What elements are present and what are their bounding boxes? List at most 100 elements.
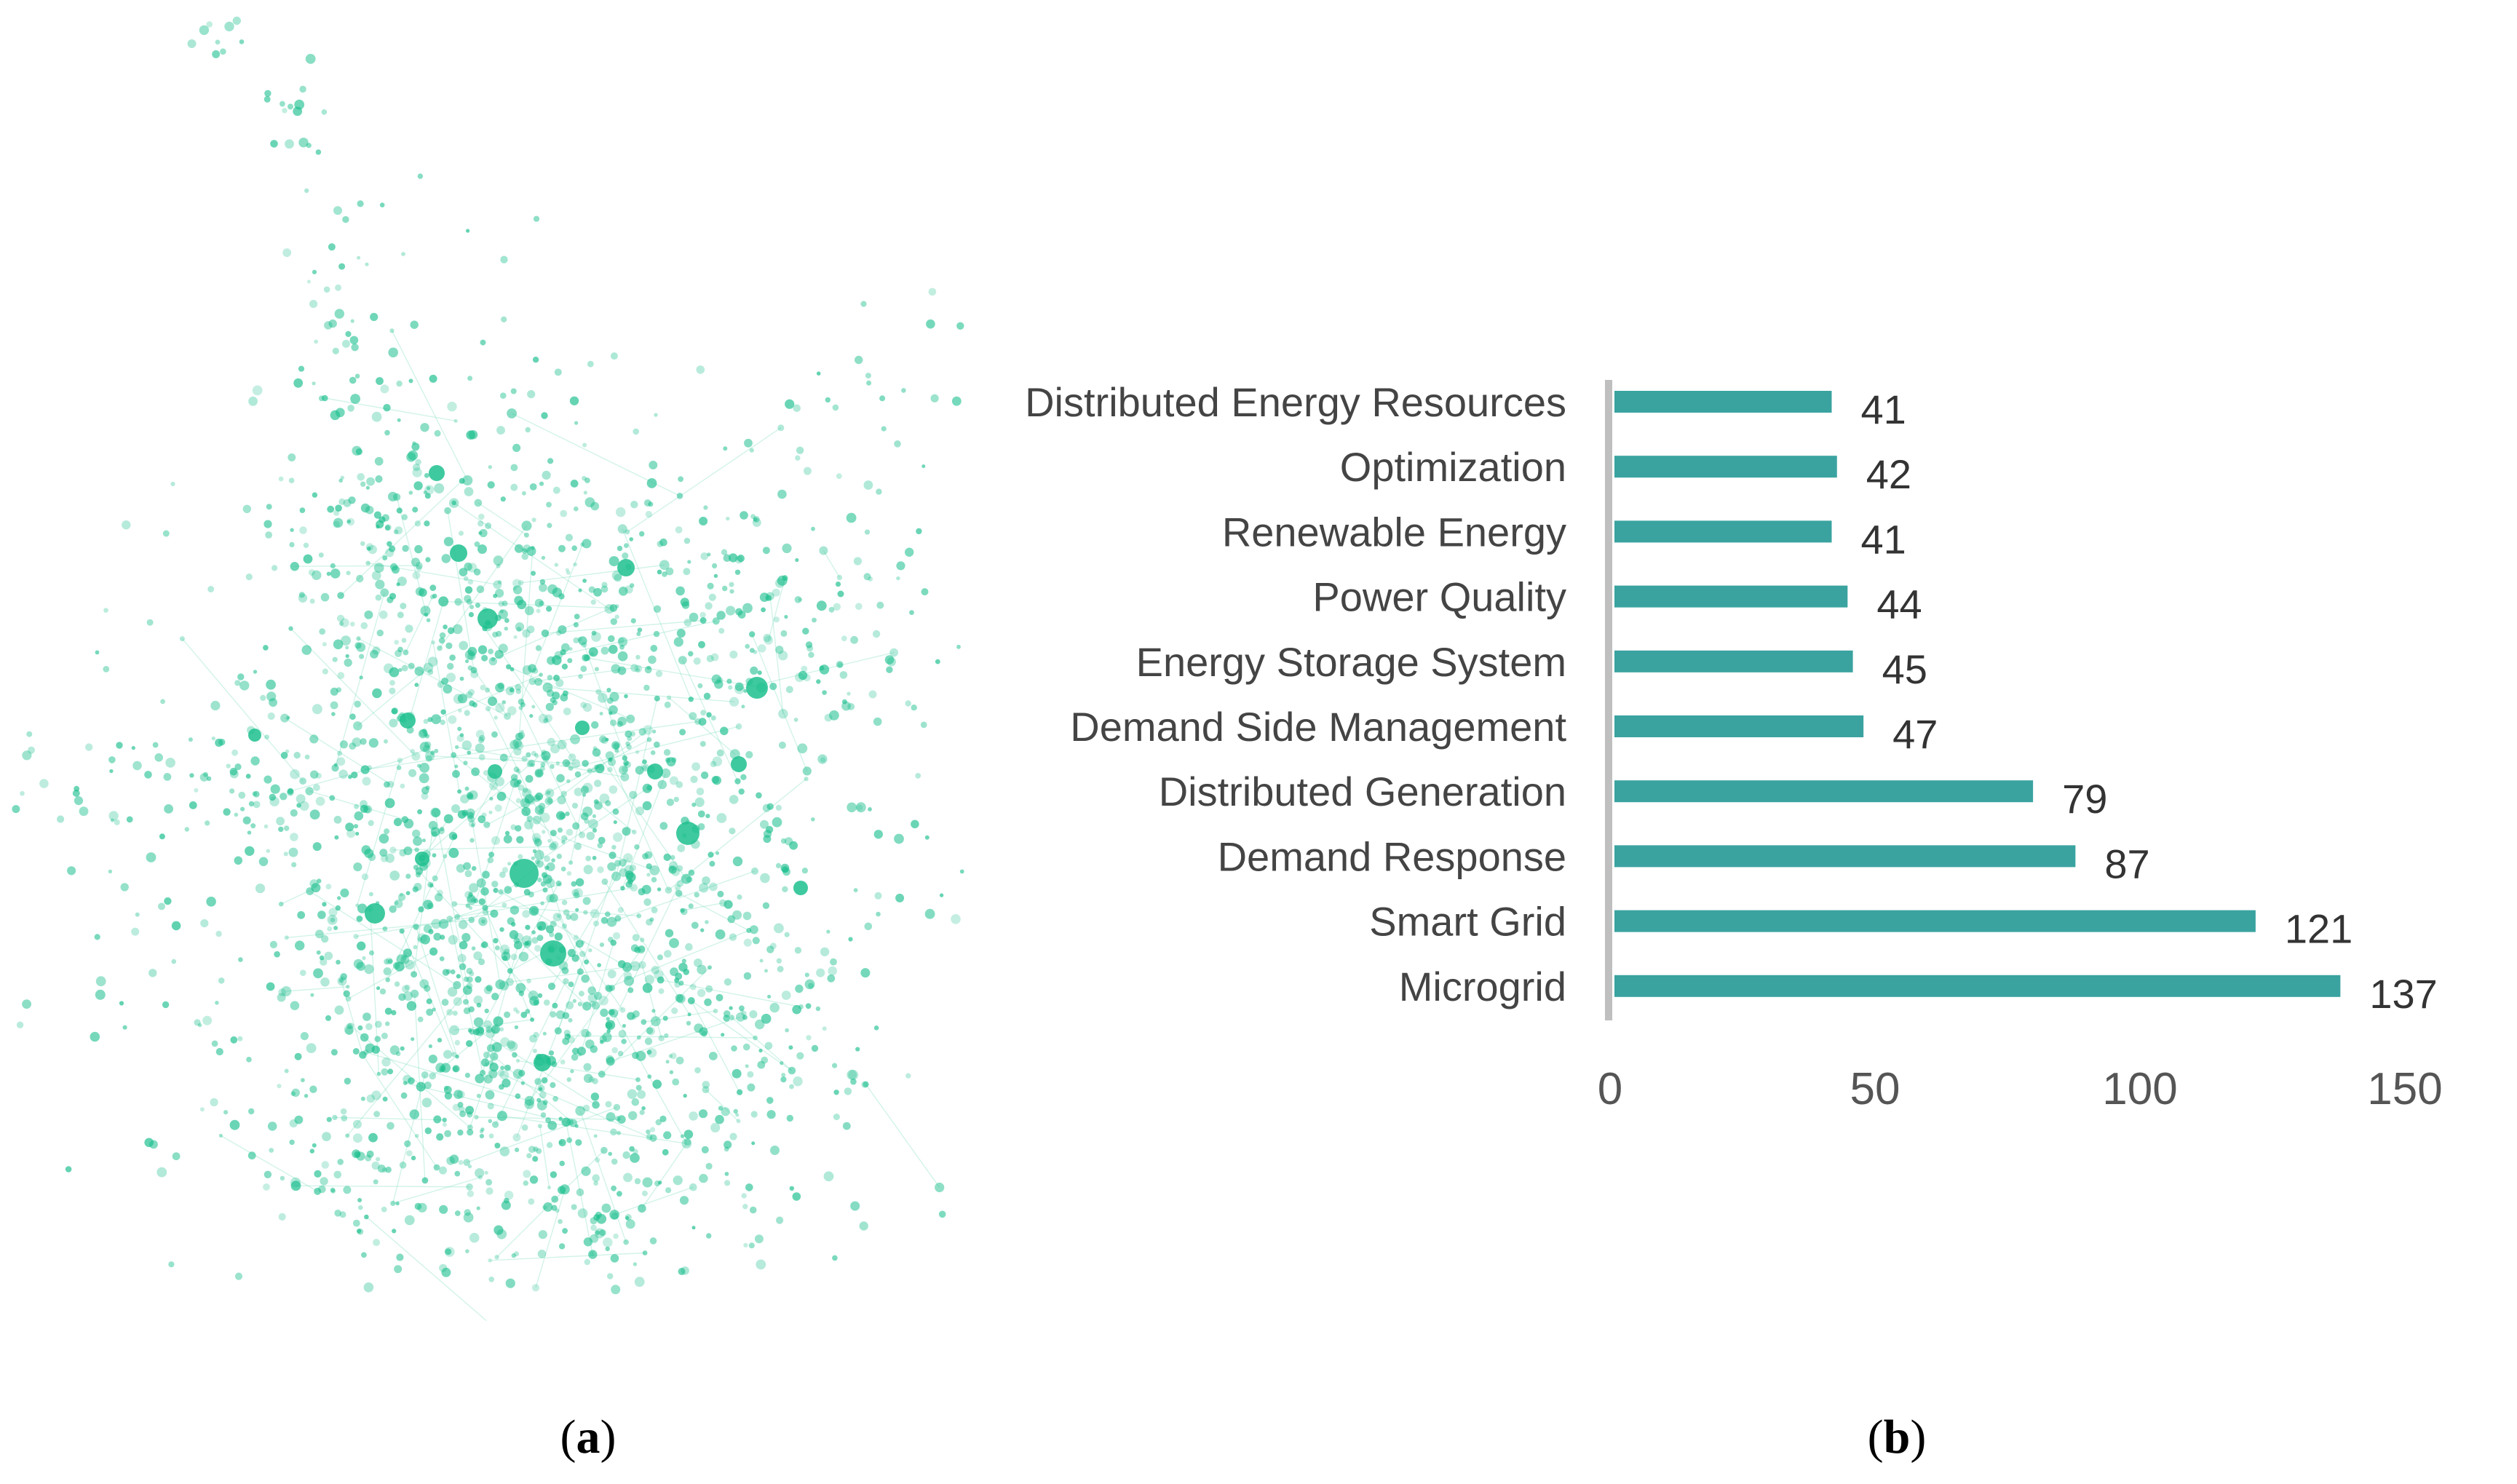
- network-node: [598, 693, 608, 703]
- network-node: [126, 816, 133, 823]
- network-node: [513, 766, 520, 773]
- network-node: [653, 605, 662, 613]
- network-edge: [365, 1052, 530, 1102]
- network-node: [337, 896, 341, 900]
- network-node: [710, 1122, 721, 1132]
- network-node: [734, 555, 743, 564]
- category-label: Demand Response: [1218, 833, 1566, 879]
- network-node: [646, 1027, 656, 1036]
- network-node: [609, 604, 618, 612]
- network-node: [389, 667, 400, 678]
- network-node: [749, 1206, 757, 1214]
- network-node: [777, 424, 785, 432]
- network-node: [847, 691, 851, 696]
- network-node: [426, 998, 432, 1004]
- network-node: [234, 763, 242, 771]
- network-node: [269, 1148, 274, 1153]
- network-node: [478, 916, 488, 926]
- network-node: [592, 1174, 600, 1182]
- network-edge: [449, 918, 483, 1074]
- network-node: [493, 580, 502, 590]
- network-node: [248, 1108, 255, 1115]
- network-node: [412, 463, 421, 472]
- network-node: [855, 603, 863, 610]
- network-node: [325, 884, 332, 889]
- network-node: [414, 544, 423, 554]
- network-node: [591, 1001, 600, 1010]
- network-node: [526, 761, 533, 768]
- network-node: [764, 969, 768, 973]
- network-node: [635, 667, 641, 672]
- network-node: [401, 985, 410, 993]
- network-node: [544, 855, 550, 862]
- network-node: [399, 928, 405, 934]
- network-node: [416, 933, 427, 943]
- network-node: [401, 514, 408, 520]
- network-node: [442, 969, 450, 976]
- network-node: [571, 802, 579, 809]
- network-edge: [484, 628, 573, 758]
- network-node: [630, 864, 637, 871]
- network-edge: [181, 638, 304, 782]
- network-node: [750, 1111, 758, 1118]
- network-node: [607, 969, 617, 979]
- network-node: [723, 554, 732, 562]
- network-node: [623, 1172, 633, 1183]
- network-node: [492, 1121, 499, 1128]
- network-node: [657, 887, 662, 892]
- network-node: [620, 772, 630, 782]
- network-node: [515, 1058, 520, 1063]
- network-node: [240, 806, 245, 812]
- network-node: [466, 967, 473, 975]
- network-node: [340, 618, 349, 627]
- network-node: [425, 751, 435, 761]
- network-node: [536, 1100, 547, 1111]
- network-node: [309, 598, 315, 604]
- network-edge: [350, 1025, 471, 1128]
- network-node: [328, 243, 336, 251]
- network-node: [762, 547, 770, 555]
- network-node: [793, 404, 801, 413]
- network-node: [248, 396, 258, 406]
- network-node: [335, 905, 341, 911]
- network-node: [554, 563, 558, 567]
- network-node: [413, 836, 423, 846]
- network-node: [746, 927, 752, 934]
- network-node: [312, 1143, 317, 1148]
- network-node: [488, 648, 494, 654]
- network-node: [628, 1111, 638, 1121]
- network-node: [609, 785, 618, 794]
- network-node: [579, 991, 584, 997]
- network-node: [355, 448, 362, 456]
- network-node: [801, 665, 808, 672]
- network-edge: [622, 528, 691, 700]
- network-node: [419, 773, 429, 784]
- network-node: [327, 505, 335, 513]
- network-node: [540, 762, 546, 768]
- network-node: [283, 852, 288, 857]
- network-node: [461, 740, 472, 750]
- network-node: [549, 894, 558, 903]
- network-node: [634, 1277, 645, 1287]
- network-node: [488, 465, 492, 469]
- network-node: [490, 1052, 499, 1061]
- network-node: [561, 900, 568, 905]
- network-node: [280, 100, 285, 107]
- network-node: [94, 934, 100, 940]
- network-node: [510, 739, 520, 750]
- network-node: [675, 1056, 684, 1065]
- network-node: [822, 690, 827, 695]
- network-node: [504, 713, 511, 721]
- network-node: [299, 85, 306, 93]
- network-node: [294, 1115, 304, 1124]
- network-node: [529, 996, 539, 1006]
- network-node: [646, 863, 652, 870]
- network-node: [782, 886, 788, 893]
- network-node: [288, 453, 296, 461]
- network-node: [286, 715, 290, 720]
- network-node: [729, 650, 738, 659]
- network-node: [467, 812, 475, 820]
- network-edge: [643, 1010, 716, 1023]
- network-node: [476, 585, 485, 593]
- network-node: [558, 544, 566, 552]
